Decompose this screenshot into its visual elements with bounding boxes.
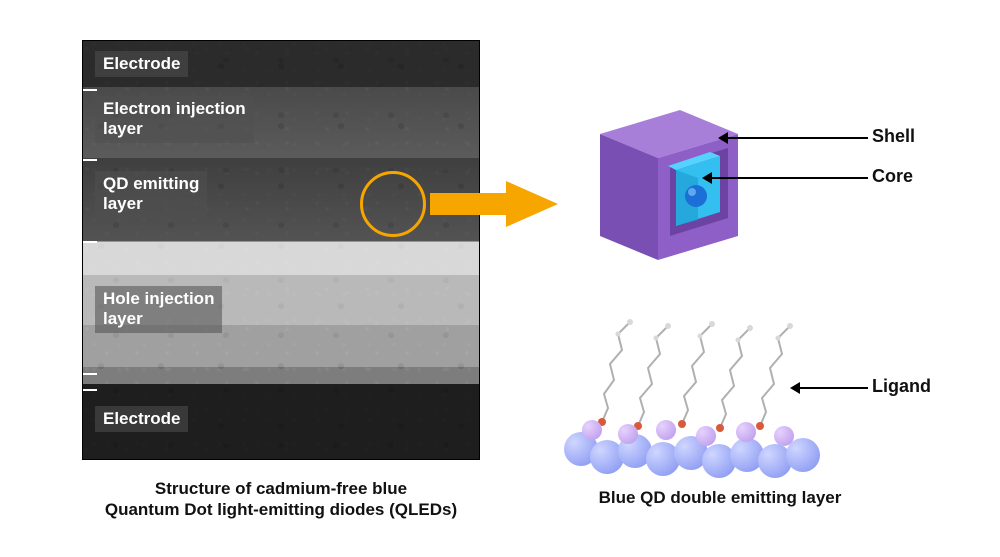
layer-boundary-tick <box>83 241 97 243</box>
layer-boundary-tick <box>83 389 97 391</box>
connector-arrow <box>426 175 566 235</box>
sem-cross-section: Electrode Electron injection layer QD em… <box>82 40 480 460</box>
arrow-to-core <box>712 177 868 179</box>
layer-boundary-tick <box>83 89 97 91</box>
arrow-to-ligand <box>800 387 868 389</box>
caption-right: Blue QD double emitting layer <box>560 488 880 508</box>
label-shell: Shell <box>872 126 915 147</box>
label-core: Core <box>872 166 913 187</box>
layer-label-qd-emitting: QD emitting layer <box>95 171 207 218</box>
arrow-to-shell <box>728 137 868 139</box>
caption-left: Structure of cadmium-free blue Quantum D… <box>82 478 480 521</box>
layer-label-electrode-bottom: Electrode <box>95 406 188 432</box>
label-ligand: Ligand <box>872 376 931 397</box>
layer-boundary-tick <box>83 159 97 161</box>
layer-boundary-tick <box>83 373 97 375</box>
qd-highlight-circle <box>360 171 426 237</box>
layer-label-hole-injection: Hole injection layer <box>95 286 222 333</box>
layer-label-electron-injection: Electron injection layer <box>95 96 254 143</box>
layer-label-electrode-top: Electrode <box>95 51 188 77</box>
qd-cube-diagram <box>560 100 760 290</box>
